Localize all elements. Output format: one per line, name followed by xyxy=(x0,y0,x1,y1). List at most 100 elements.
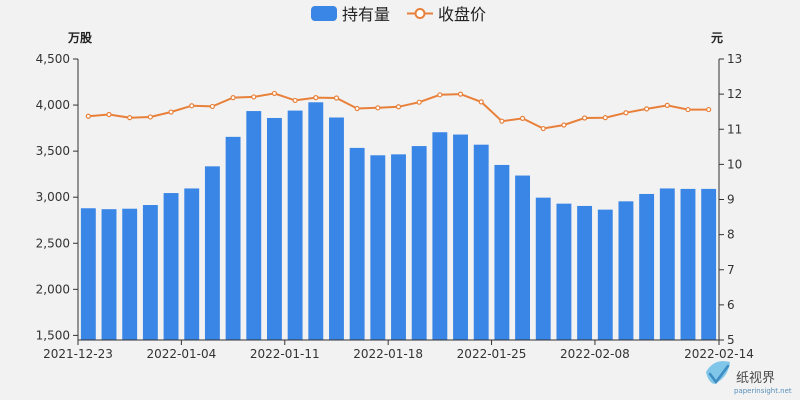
bar xyxy=(473,144,489,340)
bar xyxy=(494,164,510,340)
y-right-tick-label: 11 xyxy=(727,122,742,136)
bar xyxy=(659,188,675,340)
bar xyxy=(287,110,303,340)
bar xyxy=(225,136,241,340)
line-point xyxy=(706,106,712,113)
bar xyxy=(556,203,572,340)
bar xyxy=(266,117,282,341)
line-series xyxy=(85,90,712,132)
watermark-url: paperinsight.net xyxy=(734,387,792,395)
y-left-tick-label: 3,500 xyxy=(36,144,70,158)
y-right-tick-label: 12 xyxy=(727,87,742,101)
y-left-tick-label: 4,500 xyxy=(36,52,70,66)
bar xyxy=(432,132,448,340)
line-point xyxy=(333,95,340,101)
price-line xyxy=(88,92,709,130)
x-tick-label: 2022-01-25 xyxy=(457,347,527,361)
bar xyxy=(80,208,96,340)
bar xyxy=(577,205,593,340)
legend-label: 收盘价 xyxy=(438,5,486,24)
y-right-tick-label: 7 xyxy=(727,263,735,277)
bar xyxy=(639,193,655,340)
y-right-tick-label: 8 xyxy=(727,228,735,242)
y-right-tick-label: 13 xyxy=(727,52,742,66)
y-left-tick-label: 3,000 xyxy=(36,190,70,204)
line-point xyxy=(561,122,567,128)
x-tick-label: 2022-01-11 xyxy=(250,347,320,361)
y-right-tick-label: 10 xyxy=(727,157,742,171)
line-point xyxy=(230,95,236,101)
y-left-tick-label: 2,500 xyxy=(36,236,70,250)
line-point xyxy=(519,115,526,121)
bar xyxy=(680,188,696,340)
line-point xyxy=(499,118,505,124)
legend-bar-swatch xyxy=(311,6,337,21)
line-point xyxy=(623,110,629,116)
check-mark-icon xyxy=(708,364,730,385)
y-right-tick-label: 6 xyxy=(727,298,735,312)
bar xyxy=(515,175,531,340)
line-point xyxy=(457,91,464,97)
line-point xyxy=(147,114,153,120)
y-left-tick-label: 1,500 xyxy=(36,328,70,342)
line-point xyxy=(644,106,650,112)
bar xyxy=(618,201,634,340)
bar xyxy=(329,117,344,340)
bar xyxy=(142,205,158,340)
legend-label: 持有量 xyxy=(342,5,390,24)
bar xyxy=(122,208,138,340)
bar-series xyxy=(80,102,717,341)
line-point xyxy=(685,106,691,113)
line-point xyxy=(292,97,298,104)
bar xyxy=(349,147,365,340)
line-point xyxy=(106,111,112,118)
bar xyxy=(453,134,468,340)
line-point xyxy=(85,113,91,119)
x-tick-label: 2022-01-18 xyxy=(353,347,423,361)
line-point xyxy=(127,115,133,121)
line-point xyxy=(209,103,216,110)
bar xyxy=(701,188,717,340)
line-point xyxy=(395,104,402,110)
axes: 1,500 2,000 2,500 3,000 3,500 4,000 4,500 5 6 7 8 9… xyxy=(36,52,754,361)
line-point xyxy=(375,105,381,111)
y-left-tick-label: 4,000 xyxy=(36,98,70,112)
bar xyxy=(411,146,427,340)
y-left-tick-label: 2,000 xyxy=(36,282,70,296)
y-left-unit: 万股 xyxy=(67,30,93,45)
x-tick-label: 2022-01-04 xyxy=(147,347,217,361)
bar xyxy=(308,102,324,340)
x-tick-label: 2021-12-23 xyxy=(43,347,113,361)
line-point xyxy=(354,105,360,112)
bar xyxy=(184,188,200,340)
x-tick-label: 2022-02-08 xyxy=(560,347,630,361)
line-point xyxy=(540,125,546,132)
bar xyxy=(597,209,613,340)
line-point xyxy=(189,103,195,109)
bar xyxy=(204,166,220,340)
bar xyxy=(391,154,406,340)
y-right-tick-label: 5 xyxy=(727,333,735,347)
line-point xyxy=(437,92,443,98)
line-point xyxy=(581,115,588,121)
bar xyxy=(246,111,262,340)
watermark-name: 纸视界 xyxy=(736,371,775,386)
line-point xyxy=(313,95,319,101)
line-point xyxy=(251,94,257,100)
line-point xyxy=(602,115,608,121)
line-point xyxy=(478,99,484,105)
legend: 持有量 收盘价 xyxy=(311,5,486,24)
y-right-tick-label: 9 xyxy=(727,193,735,207)
y-right-unit: 元 xyxy=(711,31,723,45)
x-tick-label: 2022-02-14 xyxy=(684,347,754,361)
line-point xyxy=(664,102,670,108)
bar xyxy=(163,193,179,340)
bar xyxy=(370,155,386,340)
bar xyxy=(101,209,117,340)
line-point xyxy=(168,109,174,115)
line-point xyxy=(271,90,278,97)
line-point xyxy=(416,99,422,105)
